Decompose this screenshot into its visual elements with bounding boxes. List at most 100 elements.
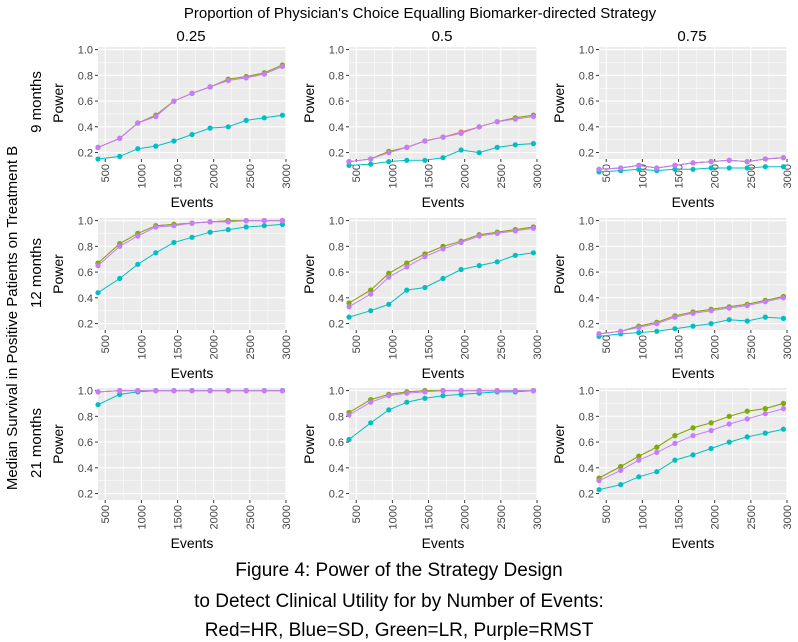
- data-point-rmst: [207, 219, 213, 225]
- data-point-lr: [618, 463, 624, 470]
- data-point-sd: [95, 156, 101, 162]
- data-point-sd: [690, 166, 696, 172]
- data-point-sd: [243, 224, 249, 230]
- figure-left-title: Median Survival in Positive Patients on …: [4, 146, 21, 490]
- column-label-2: 0.75: [677, 28, 706, 45]
- data-point-sd: [762, 430, 768, 436]
- data-point-lr: [690, 425, 696, 431]
- x-tick-label: 2000: [460, 164, 472, 188]
- caption-line-2: to Detect Clinical Utility for by Number…: [194, 591, 604, 612]
- x-axis-title: Events: [672, 365, 715, 381]
- data-point-rmst: [618, 328, 624, 334]
- data-point-sd: [690, 323, 696, 329]
- data-point-lr: [404, 260, 410, 266]
- y-tick-label: 0.6: [579, 437, 594, 449]
- x-tick-label: 500: [601, 335, 613, 353]
- y-tick-label: 0.8: [78, 241, 93, 253]
- data-point-rmst: [494, 119, 500, 125]
- x-axis-title: Events: [672, 535, 715, 551]
- caption-line-1: Figure 4: Power of the Strategy Design: [235, 560, 563, 581]
- data-point-sd: [346, 162, 352, 168]
- x-tick-label: 1000: [387, 164, 399, 188]
- row-label-2: 21 months: [28, 408, 45, 478]
- data-point-rmst: [440, 134, 446, 140]
- panel-9-months-0-25-background: [98, 47, 286, 159]
- y-tick-label: 0.8: [579, 241, 594, 253]
- y-tick-label: 0.8: [579, 411, 594, 423]
- y-tick-label: 0.6: [329, 267, 344, 279]
- y-tick-label: 1.0: [78, 216, 93, 228]
- data-point-rmst: [243, 218, 249, 224]
- data-point-sd: [744, 318, 750, 324]
- x-axis-title: Events: [171, 194, 214, 210]
- data-point-rmst: [404, 390, 410, 396]
- y-tick-label: 1.0: [78, 386, 93, 398]
- caption-line-3: Red=HR, Blue=SD, Green=LR, Purple=RMST: [204, 620, 594, 641]
- data-point-rmst: [636, 162, 642, 168]
- data-point-rmst: [117, 388, 123, 394]
- data-point-sd: [261, 223, 267, 229]
- x-axis-title: Events: [171, 535, 214, 551]
- x-axis-title: Events: [171, 365, 214, 381]
- data-point-rmst: [596, 166, 602, 172]
- column-label-1: 0.5: [432, 28, 453, 45]
- data-point-sd: [346, 314, 352, 320]
- x-tick-label: 2000: [209, 505, 221, 529]
- x-tick-label: 2500: [496, 164, 508, 188]
- data-point-rmst: [368, 399, 374, 405]
- y-tick-label: 0.8: [78, 411, 93, 423]
- x-tick-label: 3000: [782, 164, 794, 188]
- data-point-rmst: [672, 162, 678, 168]
- y-tick-label: 0.6: [329, 437, 344, 449]
- x-tick-label: 3000: [532, 505, 544, 529]
- x-tick-label: 2000: [460, 505, 472, 529]
- data-point-sd: [726, 439, 732, 445]
- y-axis-title: Power: [50, 254, 66, 294]
- data-point-sd: [404, 399, 410, 405]
- x-axis-title: Events: [422, 535, 465, 551]
- data-point-rmst: [708, 308, 714, 314]
- data-point-sd: [404, 287, 410, 293]
- data-point-sd: [440, 155, 446, 161]
- panel-21-months-0-5: 0.2 0.4 0.6 0.8 1.0 500 1000 1500 2000 2500 3000 Ev…: [301, 386, 544, 551]
- x-tick-label: 2000: [460, 335, 472, 359]
- data-point-rmst: [690, 160, 696, 166]
- x-tick-label: 1000: [387, 505, 399, 529]
- data-point-lr: [780, 400, 787, 406]
- y-tick-label: 1.0: [579, 386, 594, 398]
- data-point-rmst: [512, 228, 518, 234]
- data-point-lr: [386, 270, 392, 276]
- x-tick-label: 3000: [281, 505, 293, 529]
- y-tick-label: 0.8: [329, 70, 344, 82]
- data-point-rmst: [422, 389, 428, 395]
- data-point-rmst: [386, 393, 392, 399]
- x-tick-label: 1500: [173, 164, 185, 188]
- data-point-rmst: [207, 84, 213, 90]
- data-point-sd: [404, 157, 410, 163]
- data-point-rmst: [261, 388, 267, 394]
- x-tick-label: 2000: [209, 335, 221, 359]
- data-point-rmst: [440, 246, 446, 252]
- data-point-sd: [440, 275, 446, 282]
- y-tick-label: 0.8: [78, 70, 93, 82]
- x-tick-label: 500: [100, 505, 112, 523]
- data-point-sd: [458, 391, 464, 397]
- data-point-rmst: [346, 304, 352, 310]
- data-point-sd: [153, 143, 159, 149]
- data-point-sd: [346, 436, 352, 443]
- data-point-sd: [117, 391, 123, 397]
- data-point-rmst: [440, 388, 446, 394]
- data-point-rmst: [672, 440, 678, 446]
- data-point-lr: [346, 300, 352, 306]
- x-tick-label: 1500: [173, 505, 185, 529]
- y-tick-label: 0.4: [579, 463, 594, 475]
- x-tick-label: 3000: [281, 164, 293, 188]
- data-point-rmst: [512, 116, 518, 122]
- panel-9-months-0-25: 0.2 0.4 0.6 0.8 1.0 500 1000 1500 2000 2500 3000 Ev…: [50, 45, 293, 210]
- y-tick-label: 0.6: [329, 96, 344, 108]
- data-point-sd: [368, 308, 374, 314]
- data-point-sd: [672, 457, 678, 463]
- data-point-rmst: [207, 388, 213, 394]
